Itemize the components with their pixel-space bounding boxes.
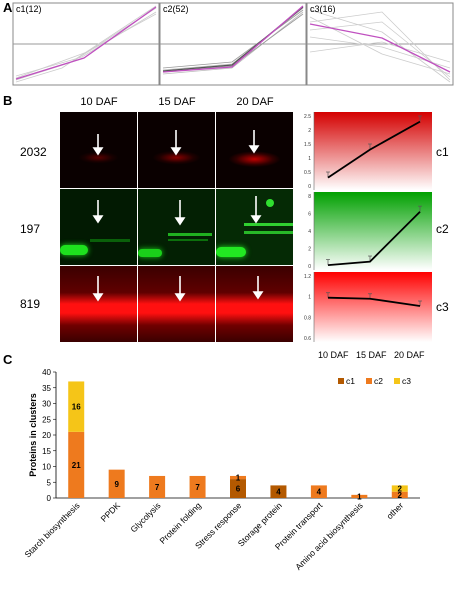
bar-y-tick-label: 5 [47,478,52,487]
bar-data-label: 2 [398,491,403,500]
line-chart-c1-y-tick: 0 [308,184,311,190]
bar-y-tick-label: 10 [42,463,51,472]
legend-label-c3: c3 [402,376,411,386]
line-chart-c2-y-tick: 0 [308,264,311,270]
line-chart-c1-y-tick: 2.5 [304,114,311,120]
line-chart-c2-y-tick: 8 [308,194,311,200]
line-chart-c1-y-tick: 2 [308,128,311,134]
bar-y-tick-label: 40 [42,368,51,377]
bar-y-tick-label: 20 [42,431,51,440]
panel-a-cluster-profiles [12,2,454,86]
panel-b-letter: B [3,93,13,108]
bar-category-label: PPDK [99,500,123,524]
bar-data-label: 1 [236,474,241,483]
bar-c2 [391,491,408,498]
bar-c2 [68,431,85,498]
bar-y-tick-label: 35 [42,384,51,393]
bar-category-label: Starch biosynthesis [22,500,81,559]
panel-b-line-charts: 2.5 2 1.5 1 0.5 0 8 6 4 2 0 1.2 1 0.8 0.6 [304,112,432,342]
line-chart-c3-y-tick: 1 [308,295,311,301]
line-chart-c3-series [327,296,421,307]
line-chart-c2-background [314,192,432,270]
panel-a-letter: A [3,0,13,15]
cluster-c3-profile [306,2,454,86]
line-chart-c1-label: c1 [436,145,449,159]
cluster-c3-label: c3(16) [310,4,336,14]
column-header-20daf: 20 DAF [236,96,274,108]
line-x-label-20daf: 20 DAF [394,350,425,360]
column-header-15daf: 15 DAF [158,96,196,108]
bar-c2 [351,494,368,498]
legend-swatch-c2 [366,378,372,384]
cluster-c2-profile [159,2,307,86]
bar-data-label: 1 [357,492,362,501]
spot-id-197: 197 [20,222,41,236]
bar-c2 [149,475,166,498]
line-chart-c1-y-tick: 0.5 [304,170,311,176]
bar-y-tick-label: 30 [42,400,51,409]
column-header-10daf: 10 DAF [80,96,118,108]
gel-819-15daf [138,266,215,342]
line-chart-c3-background [314,272,432,342]
bar-c2 [189,475,206,498]
line-chart-c2-y-tick: 6 [308,212,311,218]
bar-c2 [230,475,246,480]
legend-swatch-c3 [394,378,400,384]
cluster-c1-profile [12,2,160,86]
gel-197-20daf [216,189,293,265]
cluster-c2-label: c2(52) [163,4,189,14]
bar-c3 [391,485,408,492]
line-x-label-10daf: 10 DAF [318,350,349,360]
bar-c3 [68,381,85,432]
line-chart-c1-series [327,120,421,179]
bar-data-label: 2 [398,485,403,494]
gel-arrows [92,130,264,302]
bar-c2 [310,485,327,498]
panel-c-letter: C [3,352,13,367]
spot-id-819: 819 [20,297,41,311]
bar-category-label: Glycolysis [128,500,162,534]
line-chart-c3-y-tick: 0.6 [304,336,311,342]
gel-819-20daf [216,266,293,342]
line-chart-c1-background [314,112,432,190]
line-chart-c1-y-tick: 1.5 [304,142,311,148]
line-chart-c3-y-tick: 0.8 [304,315,311,321]
bar-data-label: 6 [236,485,241,494]
line-chart-c2-y-tick: 2 [308,247,311,253]
line-chart-c2-label: c2 [436,222,449,236]
bar-category-label: Amino acid biosynthesis [293,500,365,572]
bar-c1 [270,485,287,498]
bar-data-label: 21 [72,461,81,470]
line-x-label-15daf: 15 DAF [356,350,387,360]
bar-data-label: 4 [276,488,281,497]
legend-label-c1: c1 [346,376,355,386]
bar-c2 [108,469,125,498]
bar-y-tick-label: 15 [42,447,51,456]
bar-y-tick-label: 25 [42,415,51,424]
line-chart-c2-series [327,211,421,267]
bar-y-tick-label: 0 [47,494,52,503]
bar-c1 [230,479,246,498]
line-chart-c1-y-tick: 1 [308,156,311,162]
legend-swatch-c1 [338,378,344,384]
legend-label-c2: c2 [374,376,383,386]
bar-data-label: 4 [317,488,322,497]
spot-id-2032: 2032 [20,145,47,159]
bar-data-label: 7 [195,483,200,492]
line-chart-c3-y-tick: 1.2 [304,274,311,280]
gel-197-15daf [138,189,215,265]
line-chart-c3-label: c3 [436,300,449,314]
bar-category-label: other [384,500,405,521]
bar-data-label: 16 [72,403,81,412]
bar-data-label: 9 [114,480,119,489]
bar-y-axis-label: Proteins in clusters [28,393,38,477]
cluster-c1-label: c1(12) [16,4,42,14]
bar-data-label: 7 [155,483,160,492]
line-chart-c2-y-tick: 4 [308,229,311,235]
